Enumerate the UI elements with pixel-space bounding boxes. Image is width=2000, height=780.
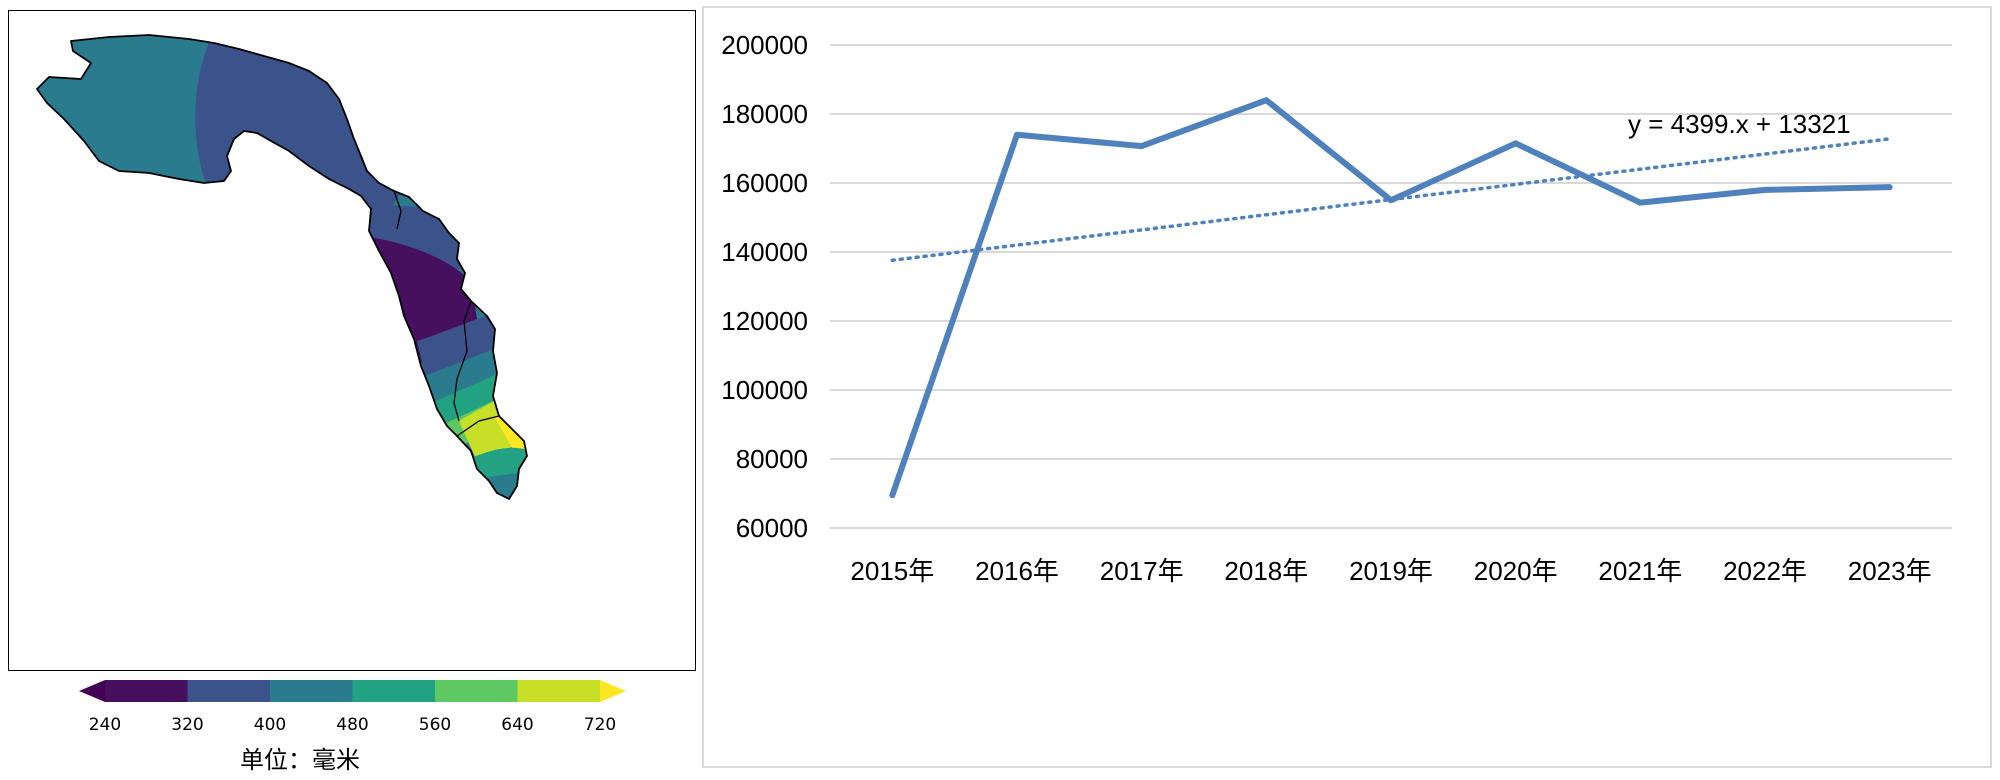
x-tick-label: 2015年: [850, 556, 934, 586]
subregion-border: [393, 190, 402, 230]
colorbar-unit-label: 单位：毫米: [240, 746, 360, 774]
y-tick-label: 120000: [721, 306, 808, 336]
colorbar-extend-high: [600, 680, 626, 702]
colorbar-bin: [270, 680, 353, 702]
colorbar-tick-label: 720: [584, 715, 616, 735]
subregion-border: [453, 300, 472, 422]
colorbar-tick-label: 320: [171, 715, 203, 735]
y-tick-label: 200000: [721, 30, 808, 60]
colorbar: 240 320 400 480 560 640 720 单位：毫米: [0, 676, 700, 776]
colorbar-bin: [105, 680, 188, 702]
x-tick-label: 2021年: [1598, 556, 1682, 586]
x-tick-label: 2017年: [1100, 556, 1184, 586]
colorbar-bin: [517, 680, 601, 702]
x-tick-label: 2020年: [1474, 556, 1558, 586]
x-tick-label: 2022年: [1723, 556, 1807, 586]
precipitation-map: [36, 34, 528, 500]
x-tick-label: 2018年: [1224, 556, 1308, 586]
colorbar-tick-label: 240: [89, 715, 121, 735]
precipitation-fill: [37, 35, 527, 499]
colorbar-extend-low: [79, 680, 105, 702]
precipitation-map-panel: [8, 10, 696, 671]
y-tick-label: 60000: [736, 513, 808, 543]
colorbar-tick-label: 560: [419, 715, 451, 735]
y-tick-label: 140000: [721, 237, 808, 267]
x-tick-label: 2019年: [1349, 556, 1433, 586]
y-tick-label: 100000: [721, 375, 808, 405]
colorbar-tick-label: 480: [336, 715, 368, 735]
series-line: [889, 97, 1893, 499]
y-tick-label: 160000: [721, 168, 808, 198]
colorbar-tick-label: 640: [501, 715, 533, 735]
colorbar-tick-label: 400: [254, 715, 286, 735]
subregion-border: [456, 415, 500, 437]
colorbar-bin: [352, 680, 436, 702]
colorbar-bin: [435, 680, 518, 702]
y-tick-label: 180000: [721, 99, 808, 129]
y-tick-label: 80000: [736, 444, 808, 474]
trendline-equation: y = 4399.x + 13321: [1628, 109, 1851, 139]
x-tick-label: 2016年: [975, 556, 1059, 586]
line-chart-panel: 60000 80000 100000 120000 140000 160000 180000…: [702, 6, 1992, 768]
colorbar-bin: [187, 680, 271, 702]
region-outline: [36, 34, 528, 500]
line-chart: 60000 80000 100000 120000 140000 160000 180000…: [721, 30, 1952, 586]
x-tick-label: 2023年: [1848, 556, 1932, 586]
